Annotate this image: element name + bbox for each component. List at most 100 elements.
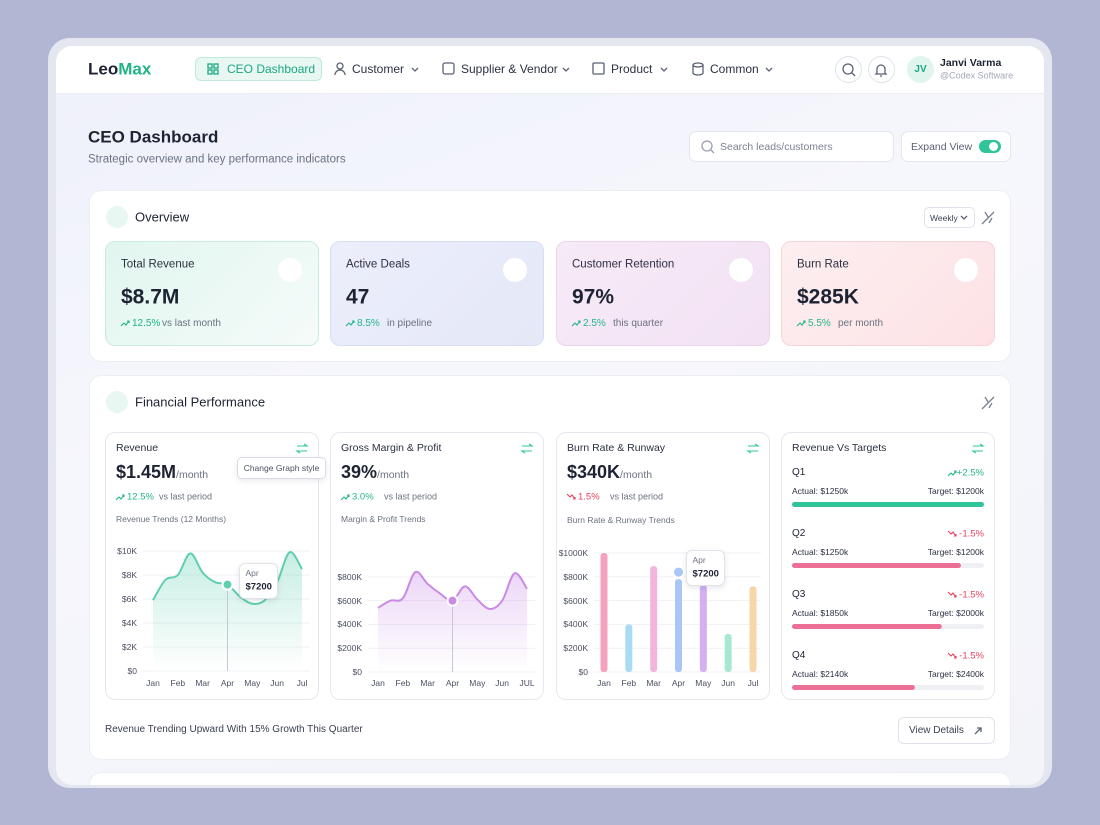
quarter-change: +2.5% xyxy=(956,467,984,479)
y-tick-label: $400K xyxy=(563,619,588,630)
chart-title: Burn Rate & Runway xyxy=(567,441,666,454)
search-placeholder: Search leads/customers xyxy=(720,140,833,153)
x-tick-label: May xyxy=(695,677,712,688)
kpi-value: 97% xyxy=(572,285,615,309)
x-tick-label: Mar xyxy=(646,677,661,688)
target-label: Target: $2400k xyxy=(927,668,984,679)
y-tick-label: $4K xyxy=(121,617,137,628)
x-tick-label: Apr xyxy=(671,677,686,688)
toggle-switch[interactable] xyxy=(979,140,1001,153)
y-tick-label: $10K xyxy=(117,545,137,556)
chart-change-note: vs last period xyxy=(384,491,438,502)
chart-unit: /month xyxy=(620,469,653,481)
chart-unit: /month xyxy=(377,469,410,481)
x-tick-label: Feb xyxy=(621,677,637,688)
quarter-label: Q1 xyxy=(792,467,806,478)
kpi-change: 12.5% xyxy=(132,317,161,329)
target-label: Target: $1200k xyxy=(927,546,984,557)
search-button[interactable] xyxy=(835,56,862,83)
y-tick-label: $0 xyxy=(578,666,588,677)
nav-item[interactable]: Customer xyxy=(352,62,405,76)
avatar-initials: JV xyxy=(914,63,927,75)
y-tick-label: $1000K xyxy=(558,547,588,558)
y-tick-label: $0 xyxy=(352,666,362,677)
y-tick-label: $600K xyxy=(563,595,588,606)
footer-text: Revenue Trending Upward With 15% Growth … xyxy=(105,724,363,735)
nav-active-pill[interactable] xyxy=(195,57,322,81)
chart-change-note: vs last period xyxy=(610,491,664,502)
nav-item[interactable]: Product xyxy=(611,62,653,76)
tooltip-label: Apr xyxy=(692,554,706,565)
actual-label: Actual: $1850k xyxy=(792,607,849,618)
x-tick-label: Mar xyxy=(195,677,210,688)
nav-item[interactable]: Common xyxy=(710,62,759,76)
y-tick-label: $200K xyxy=(563,642,588,653)
tooltip-label: Apr xyxy=(245,567,259,578)
x-tick-label: Jan xyxy=(371,677,385,688)
chart-value: 39%/month xyxy=(341,462,410,482)
period-label: Weekly xyxy=(930,212,958,223)
chart-subtitle: Margin & Profit Trends xyxy=(341,513,426,524)
user-org: @Codex Software xyxy=(940,70,1014,80)
x-tick-label: May xyxy=(469,677,486,688)
kpi-change: 2.5% xyxy=(583,317,606,329)
x-tick-label: Jul xyxy=(747,677,759,688)
actual-label: Actual: $1250k xyxy=(792,485,849,496)
chart-value: $1.45M/month xyxy=(116,462,209,482)
nav-item[interactable]: Supplier & Vendor xyxy=(461,62,558,76)
x-tick-label: Jul xyxy=(296,677,308,688)
y-tick-label: $200K xyxy=(337,642,362,653)
x-tick-label: Feb xyxy=(395,677,411,688)
chart-change: 12.5% xyxy=(127,491,154,503)
kpi-change: 8.5% xyxy=(357,317,380,329)
chart-subtitle: Revenue Trends (12 Months) xyxy=(116,513,227,524)
x-tick-label: Jun xyxy=(270,677,285,688)
kpi-value: $285K xyxy=(797,285,859,309)
quarter-change: -1.5% xyxy=(959,650,984,662)
hint-text: Change Graph style xyxy=(243,462,320,473)
toggle-knob xyxy=(989,142,998,151)
kpi-value: 47 xyxy=(346,285,370,309)
next-card xyxy=(89,772,1011,785)
x-tick-label: Jan xyxy=(597,677,611,688)
user-name: Janvi Varma xyxy=(940,56,1002,69)
x-tick-label: May xyxy=(244,677,261,688)
quarter-label: Q3 xyxy=(792,589,806,600)
kpi-note: per month xyxy=(838,317,884,329)
kpi-icon xyxy=(729,258,753,282)
quarter-change: -1.5% xyxy=(959,528,984,540)
logo-accent: Max xyxy=(118,59,152,79)
page-subtitle: Strategic overview and key performance i… xyxy=(88,153,346,166)
page-title: CEO Dashboard xyxy=(88,127,219,147)
section-title: Overview xyxy=(135,209,190,225)
chart-value: $340K/month xyxy=(567,462,653,482)
y-tick-label: $0 xyxy=(127,665,137,676)
quarter-change: -1.5% xyxy=(959,589,984,601)
x-tick-label: Jun xyxy=(495,677,510,688)
tooltip-value: $7200 xyxy=(245,581,272,593)
chart-card xyxy=(556,432,770,700)
hint-tooltip xyxy=(237,457,326,479)
kpi-icon xyxy=(503,258,527,282)
kpi-value: $8.7M xyxy=(121,285,180,309)
x-tick-label: Mar xyxy=(420,677,435,688)
kpi-label: Customer Retention xyxy=(572,258,675,271)
x-tick-label: Feb xyxy=(170,677,186,688)
actual-label: Actual: $1250k xyxy=(792,546,849,557)
kpi-label: Active Deals xyxy=(346,258,410,271)
target-label: Target: $2000k xyxy=(927,607,984,618)
chart-title: Revenue Vs Targets xyxy=(792,441,887,454)
x-tick-label: Jan xyxy=(146,677,160,688)
chart-unit: /month xyxy=(176,469,209,481)
kpi-label: Total Revenue xyxy=(121,258,195,271)
y-tick-label: $400K xyxy=(337,619,362,630)
kpi-change: 5.5% xyxy=(808,317,831,329)
kpi-note: vs last month xyxy=(162,317,221,329)
x-tick-label: JUL xyxy=(519,677,535,688)
section-title: Financial Performance xyxy=(135,394,266,410)
nav-item[interactable]: CEO Dashboard xyxy=(227,62,316,76)
notifications-button[interactable] xyxy=(868,56,895,83)
view-details-label[interactable]: View Details xyxy=(909,724,964,736)
x-tick-label: Jun xyxy=(721,677,736,688)
